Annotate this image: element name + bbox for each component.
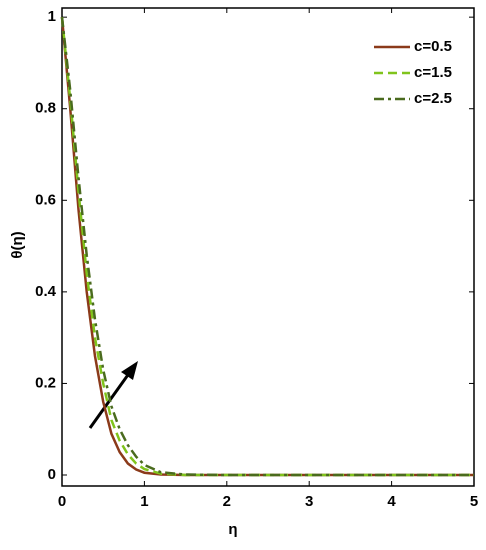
y-axis-label: θ(η) — [9, 231, 26, 258]
x-tick-label: 3 — [305, 493, 313, 510]
x-tick-label: 1 — [140, 493, 148, 510]
plot-frame — [61, 7, 475, 487]
legend-label: c=0.5 — [414, 38, 452, 55]
data-line — [60, 17, 474, 477]
y-tick-label: 0.8 — [35, 100, 56, 117]
x-tick-label: 5 — [470, 493, 478, 510]
y-tick-label: 1 — [48, 8, 56, 25]
legend-label: c=2.5 — [414, 90, 452, 107]
y-tick-label: 0 — [48, 466, 56, 483]
x-axis-label: η — [228, 521, 237, 538]
x-tick-label: 4 — [387, 493, 396, 510]
legend-label: c=1.5 — [414, 64, 452, 81]
data-line — [60, 17, 474, 477]
x-tick-label: 0 — [58, 493, 66, 510]
data-line — [60, 17, 474, 477]
y-tick-label: 0.2 — [35, 374, 56, 391]
y-tick-label: 0.6 — [35, 191, 56, 208]
y-tick-label: 0.4 — [35, 283, 57, 300]
x-tick-label: 2 — [223, 493, 231, 510]
